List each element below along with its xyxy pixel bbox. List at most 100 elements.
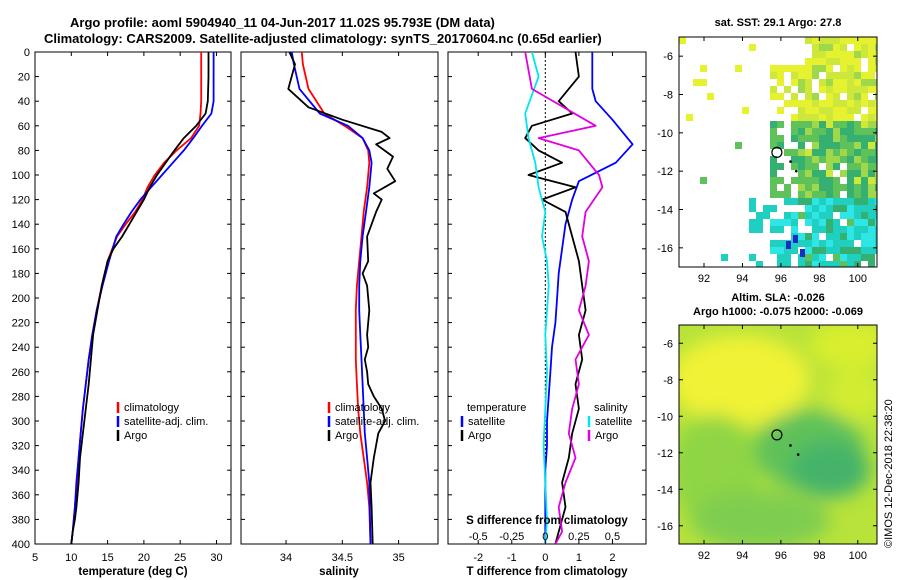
depth-tick-label: 80 — [18, 145, 30, 157]
x-tick-label: 5 — [32, 552, 38, 564]
sst-cell — [826, 72, 833, 79]
sst-cell — [882, 93, 889, 100]
sst-cell — [784, 100, 791, 107]
sst-cell — [791, 79, 798, 86]
sst-cell — [868, 268, 875, 275]
sst-cell — [798, 233, 805, 240]
sst-cell — [826, 121, 833, 128]
sst-cell — [805, 240, 812, 247]
sst-cell — [819, 51, 826, 58]
sst-track-point — [789, 160, 792, 163]
sst-cell — [805, 149, 812, 156]
top-axis-tick-label: 0 — [542, 531, 548, 543]
sst-cell — [882, 142, 889, 149]
sst-cell-cold — [793, 235, 798, 243]
sst-cell — [770, 65, 777, 72]
sst-cell — [721, 254, 728, 261]
sst-cell — [861, 184, 868, 191]
sst-cell — [868, 72, 875, 79]
sst-cell — [826, 156, 833, 163]
sst-cell — [868, 44, 875, 51]
depth-tick-label: 180 — [12, 268, 30, 280]
map-x-tick-label: 98 — [813, 550, 825, 562]
sst-cell — [819, 128, 826, 135]
sst-cell — [868, 212, 875, 219]
x-tick-label: 34.5 — [332, 552, 353, 564]
sst-cell — [763, 212, 770, 219]
sst-cell — [819, 65, 826, 72]
sst-cell — [791, 240, 798, 247]
sst-cell — [777, 79, 784, 86]
sst-cell — [854, 205, 861, 212]
map-y-tick-label: -8 — [663, 90, 673, 102]
sst-cell — [826, 44, 833, 51]
sst-profile-marker — [771, 146, 783, 158]
sst-cell — [833, 184, 840, 191]
sst-cell — [826, 170, 833, 177]
x-tick-label: 2 — [609, 552, 615, 564]
depth-tick-label: 400 — [12, 539, 30, 551]
x-tick-label: 0 — [542, 552, 548, 564]
sst-cell — [805, 219, 812, 226]
sst-cell — [875, 177, 877, 184]
sst-cell — [875, 44, 877, 51]
sst-cell — [777, 142, 784, 149]
sst-cell — [826, 149, 833, 156]
sst-cell — [819, 58, 826, 65]
sst-cell — [847, 72, 854, 79]
sst-cell — [833, 72, 840, 79]
sst-cell — [798, 163, 805, 170]
map-y-tick-label: -16 — [657, 521, 673, 533]
series-salinity-satellite — [524, 52, 550, 544]
sst-cell — [868, 149, 875, 156]
sst-cell — [791, 247, 798, 254]
sst-cell — [798, 107, 805, 114]
sst-cell — [854, 170, 861, 177]
sst-cell — [819, 177, 826, 184]
sst-cell — [833, 86, 840, 93]
depth-tick-label: 360 — [12, 490, 30, 502]
sst-map-title: sat. SST: 29.1 Argo: 27.8 — [715, 17, 842, 29]
sst-cell — [805, 163, 812, 170]
sst-cell — [882, 37, 889, 44]
sst-cell — [791, 114, 798, 121]
sst-cell — [812, 44, 819, 51]
legend-label-satellite: satellite-adj. clim. — [124, 416, 208, 428]
sst-cell — [735, 65, 742, 72]
sst-cell — [812, 128, 819, 135]
sst-cell — [826, 261, 833, 267]
sst-cell — [819, 205, 826, 212]
sst-cell — [868, 114, 875, 121]
sst-cell — [833, 226, 840, 233]
sst-cell — [854, 212, 861, 219]
legend-label-t-argo: Argo — [468, 430, 491, 442]
sst-cell — [868, 261, 875, 267]
sst-cell — [854, 65, 861, 72]
sst-cell — [812, 233, 819, 240]
sst-cell — [875, 149, 877, 156]
sst-cell — [847, 149, 854, 156]
sst-cell — [875, 114, 877, 121]
sst-cell — [833, 205, 840, 212]
sst-cell — [784, 254, 791, 261]
sst-cell — [805, 79, 812, 86]
sst-cell — [819, 240, 826, 247]
depth-tick-label: 120 — [12, 195, 30, 207]
sst-cell — [840, 121, 847, 128]
sst-cell — [861, 135, 868, 142]
series-argo — [70, 52, 210, 544]
sst-cell — [882, 177, 889, 184]
top-axis-tick-label: -0.25 — [499, 531, 524, 543]
sst-cell — [784, 86, 791, 93]
depth-tick-label: 40 — [18, 96, 30, 108]
sst-cell — [854, 44, 861, 51]
series-temperature-argo — [524, 52, 587, 544]
temperature-legend: climatology satellite-adj. clim. Argo — [116, 402, 208, 442]
map-x-tick-label: 98 — [813, 273, 825, 285]
sst-cell — [791, 93, 798, 100]
title-line-2: Climatology: CARS2009. Satellite-adjuste… — [44, 31, 602, 46]
sst-cell — [749, 205, 756, 212]
sla-map-field — [679, 325, 877, 544]
sst-cell — [833, 100, 840, 107]
sst-cell — [868, 65, 875, 72]
